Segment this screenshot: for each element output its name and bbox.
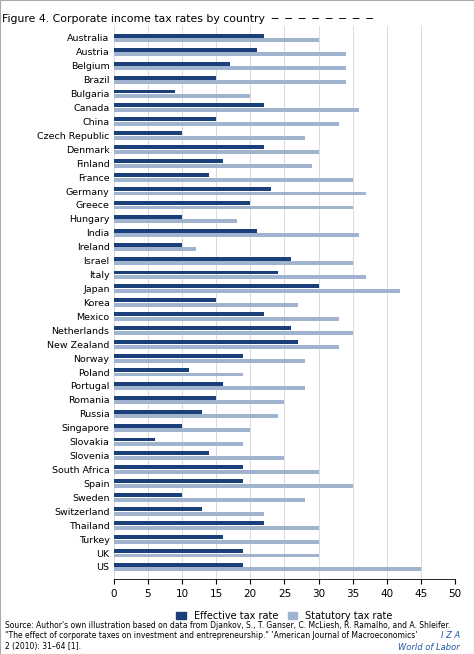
Bar xyxy=(114,201,250,205)
Bar xyxy=(114,549,244,553)
Bar xyxy=(114,493,182,497)
Text: I Z A
World of Labor: I Z A World of Labor xyxy=(398,631,460,652)
Bar xyxy=(114,192,366,196)
Bar xyxy=(114,526,319,530)
Bar xyxy=(114,563,244,567)
Bar xyxy=(114,131,182,135)
Bar xyxy=(114,521,264,525)
Bar xyxy=(114,48,257,52)
Bar xyxy=(114,415,278,418)
Bar xyxy=(114,479,244,483)
Bar xyxy=(114,150,319,154)
Bar xyxy=(114,220,237,223)
Bar xyxy=(114,424,182,428)
Bar xyxy=(114,90,175,94)
Bar xyxy=(114,358,305,362)
Text: Source: Author's own illustration based on data from Djankov, S., T. Ganser, C. : Source: Author's own illustration based … xyxy=(5,621,450,651)
Bar xyxy=(114,103,264,107)
Bar xyxy=(114,442,244,446)
Bar xyxy=(114,173,210,177)
Bar xyxy=(114,553,319,557)
Bar xyxy=(114,61,230,65)
Bar xyxy=(114,317,339,320)
Bar xyxy=(114,136,305,140)
Bar xyxy=(114,122,339,126)
Bar xyxy=(114,400,284,404)
Bar xyxy=(114,303,298,307)
Bar xyxy=(114,34,264,38)
Bar xyxy=(114,284,319,288)
Bar xyxy=(114,261,353,265)
Bar xyxy=(114,229,257,233)
Bar xyxy=(114,456,284,460)
Bar xyxy=(114,512,264,515)
Bar xyxy=(114,145,264,149)
Bar xyxy=(114,233,359,237)
Bar xyxy=(114,387,305,390)
Bar xyxy=(114,345,339,349)
Bar xyxy=(114,540,319,543)
Bar xyxy=(114,256,291,260)
Bar xyxy=(114,94,250,98)
Bar xyxy=(114,39,319,43)
Bar xyxy=(114,507,202,511)
Text: Figure 4. Corporate income tax rates by country  ─  ─  ─  ─  ─  ─  ─  ─: Figure 4. Corporate income tax rates by … xyxy=(2,14,373,24)
Bar xyxy=(114,215,182,218)
Bar xyxy=(114,159,223,163)
Bar xyxy=(114,289,401,293)
Bar xyxy=(114,326,291,330)
Bar xyxy=(114,428,250,432)
Bar xyxy=(114,484,353,488)
Bar xyxy=(114,313,264,316)
Bar xyxy=(114,470,319,474)
Bar xyxy=(114,247,196,251)
Bar xyxy=(114,52,346,56)
Bar xyxy=(114,498,305,502)
Bar xyxy=(114,409,202,413)
Bar xyxy=(114,382,223,386)
Bar xyxy=(114,396,216,400)
Bar xyxy=(114,368,189,372)
Bar xyxy=(114,187,271,191)
Bar xyxy=(114,466,244,470)
Bar xyxy=(114,438,155,441)
Bar xyxy=(114,275,366,279)
Bar xyxy=(114,66,346,70)
Bar xyxy=(114,108,359,112)
Bar xyxy=(114,354,244,358)
Bar xyxy=(114,80,346,84)
Bar xyxy=(114,331,353,335)
Bar xyxy=(114,535,223,539)
Bar xyxy=(114,164,312,167)
Bar xyxy=(114,178,353,182)
Bar xyxy=(114,340,298,344)
Bar xyxy=(114,118,216,121)
Bar xyxy=(114,568,421,572)
Bar xyxy=(114,373,244,377)
Bar xyxy=(114,451,210,455)
Bar xyxy=(114,205,353,209)
Bar xyxy=(114,271,278,275)
Bar xyxy=(114,76,216,80)
Legend: Effective tax rate, Statutory tax rate: Effective tax rate, Statutory tax rate xyxy=(176,611,392,621)
Bar xyxy=(114,298,216,302)
Bar xyxy=(114,243,182,247)
